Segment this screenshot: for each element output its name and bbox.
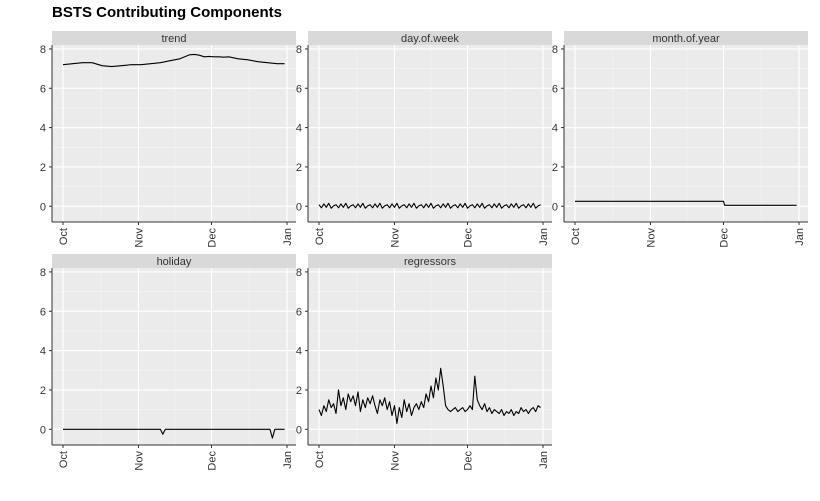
y-tick-label: 0 (40, 424, 46, 436)
x-tick-label: Dec (463, 451, 475, 471)
series-line-holiday (63, 428, 285, 439)
facet-holiday: holiday 0 2 4 6 8 Oct Nov Dec Jan (40, 254, 296, 471)
x-tick-label: Oct (570, 228, 582, 245)
facet-regressors: regressors 0 2 4 6 8 Oct Nov Dec Jan (296, 254, 552, 471)
facet-strip-label: trend (161, 33, 186, 45)
facet-strip (308, 254, 552, 268)
y-tick-label: 0 (296, 424, 302, 436)
y-tick-label: 4 (296, 123, 302, 135)
y-tick-label: 0 (296, 201, 302, 213)
x-tick-label: Jan (794, 228, 806, 246)
x-tick-label: Dec (719, 228, 731, 248)
chart-title: BSTS Contributing Components (52, 4, 282, 21)
x-tick-label: Nov (133, 228, 145, 248)
series-line-trend (62, 53, 285, 68)
y-tick-label: 4 (296, 346, 302, 358)
facet-strip (308, 31, 552, 45)
x-tick-label: Nov (645, 228, 657, 248)
x-tick-label: Oct (58, 228, 70, 245)
x-tick-label: Nov (133, 451, 145, 471)
facet-strip (52, 31, 296, 45)
y-tick-label: 2 (40, 162, 46, 174)
y-tick-label: 6 (552, 83, 558, 95)
series-line-month-of-year (575, 200, 797, 206)
x-tick-label: Oct (58, 451, 70, 468)
series-line-day-of-week (318, 202, 541, 209)
y-tick-label: 6 (40, 83, 46, 95)
facet-strip-label: regressors (404, 256, 456, 268)
panel-background (308, 45, 552, 222)
y-tick-label: 2 (40, 385, 46, 397)
y-tick-label: 0 (40, 201, 46, 213)
x-tick-label: Nov (389, 451, 401, 471)
x-tick-label: Jan (282, 228, 294, 246)
series-line-regressors (318, 367, 541, 424)
y-tick-label: 8 (296, 44, 302, 56)
y-tick-label: 8 (40, 44, 46, 56)
y-tick-label: 4 (552, 123, 558, 135)
x-tick-label: Oct (314, 228, 326, 245)
facet-strip (564, 31, 808, 45)
y-tick-label: 6 (296, 306, 302, 318)
x-tick-label: Nov (389, 228, 401, 248)
facet-month-of-year: month.of.year 0 2 4 6 8 Oct Nov Dec Jan (552, 31, 808, 248)
panel-background (564, 45, 808, 222)
y-tick-label: 6 (296, 83, 302, 95)
x-tick-label: Dec (463, 228, 475, 248)
y-tick-label: 8 (40, 267, 46, 279)
x-tick-label: Oct (314, 451, 326, 468)
x-tick-label: Dec (207, 451, 219, 471)
facet-trend: trend 0 2 4 6 8 Oct Nov Dec Jan (40, 31, 296, 248)
y-tick-label: 8 (552, 44, 558, 56)
facet-strip-label: holiday (157, 256, 192, 268)
facet-strip-label: day.of.week (401, 33, 459, 45)
y-tick-label: 2 (296, 162, 302, 174)
panel-background (52, 268, 296, 445)
facet-strip-label: month.of.year (652, 33, 720, 45)
panel-background (52, 45, 296, 222)
y-tick-label: 0 (552, 201, 558, 213)
y-tick-label: 6 (40, 306, 46, 318)
x-tick-label: Jan (538, 451, 550, 469)
y-tick-label: 4 (40, 123, 46, 135)
x-tick-label: Jan (282, 451, 294, 469)
y-tick-label: 8 (296, 267, 302, 279)
x-tick-label: Dec (207, 228, 219, 248)
x-tick-label: Jan (538, 228, 550, 246)
y-tick-label: 4 (40, 346, 46, 358)
facet-strip (52, 254, 296, 268)
panel-background (308, 268, 552, 445)
y-tick-label: 2 (296, 385, 302, 397)
facet-day-of-week: day.of.week 0 2 4 6 8 Oct Nov Dec Jan (296, 31, 552, 248)
y-tick-label: 2 (552, 162, 558, 174)
